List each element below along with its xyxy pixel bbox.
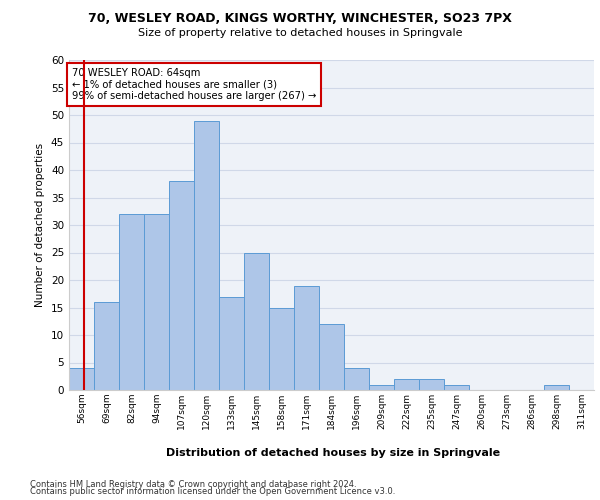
Bar (294, 286, 319, 390)
Bar (369, 384, 394, 390)
Bar (219, 296, 244, 390)
Text: 70 WESLEY ROAD: 64sqm
← 1% of detached houses are smaller (3)
99% of semi-detach: 70 WESLEY ROAD: 64sqm ← 1% of detached h… (71, 68, 316, 102)
Y-axis label: Number of detached properties: Number of detached properties (35, 143, 46, 307)
Bar (94, 302, 119, 390)
Text: Contains public sector information licensed under the Open Government Licence v3: Contains public sector information licen… (30, 488, 395, 496)
Bar (544, 384, 569, 390)
Bar (69, 368, 94, 390)
Text: Contains HM Land Registry data © Crown copyright and database right 2024.: Contains HM Land Registry data © Crown c… (30, 480, 356, 489)
Bar (444, 384, 469, 390)
Bar (419, 379, 444, 390)
Text: 70, WESLEY ROAD, KINGS WORTHY, WINCHESTER, SO23 7PX: 70, WESLEY ROAD, KINGS WORTHY, WINCHESTE… (88, 12, 512, 26)
Bar (119, 214, 144, 390)
Bar (244, 252, 269, 390)
Bar (144, 214, 169, 390)
Bar (344, 368, 369, 390)
Text: Size of property relative to detached houses in Springvale: Size of property relative to detached ho… (138, 28, 462, 38)
Bar (194, 120, 219, 390)
Text: Distribution of detached houses by size in Springvale: Distribution of detached houses by size … (166, 448, 500, 458)
Bar (169, 181, 194, 390)
Bar (269, 308, 294, 390)
Bar (319, 324, 344, 390)
Bar (394, 379, 419, 390)
